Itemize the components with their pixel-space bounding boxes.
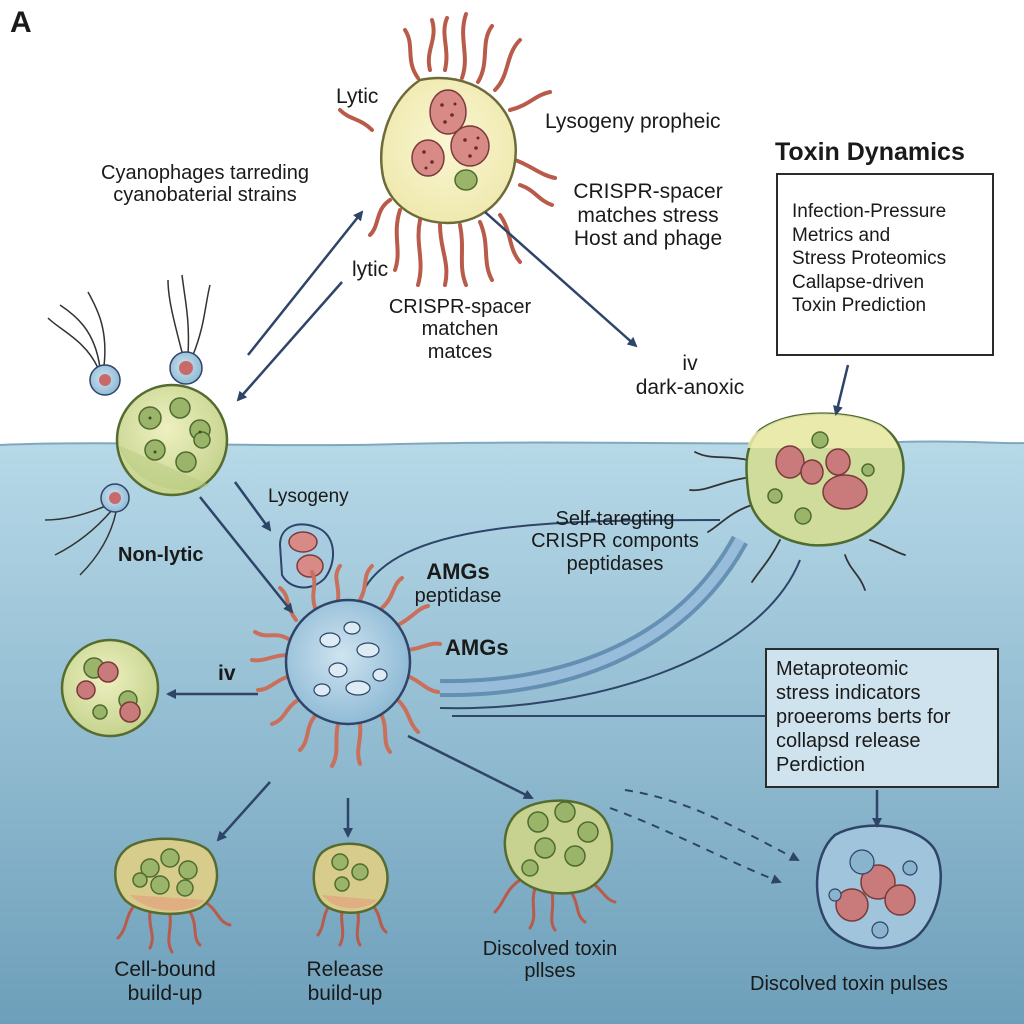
arrow-to-lytic — [247, 210, 364, 356]
toxin-dynamics-text: Infection-Pressure Metrics and Stress Pr… — [792, 201, 947, 317]
label-cell-bound: Cell-bound build-up — [114, 958, 216, 1005]
iv-cell — [60, 638, 160, 738]
self-targeting-curve — [359, 519, 721, 599]
arrow-to-central — [199, 496, 294, 614]
lytic-host-cell — [338, 12, 557, 287]
cyanophage-cluster — [44, 274, 229, 576]
label-cyanophages: Cyanophages tarreding cyanobaterial stra… — [101, 162, 309, 207]
label-crispr-matchen: CRISPR-spacer matchen matces — [388, 296, 532, 363]
dashed-arrow-lower — [609, 807, 782, 884]
toxin-dynamics-title: Toxin Dynamics — [775, 138, 965, 166]
label-lysogeny: Lysogeny — [268, 486, 349, 507]
panel-letter: A — [10, 6, 32, 39]
cell-bound-cell — [114, 837, 232, 954]
label-discolved-right: Discolved toxin pulses — [750, 973, 948, 995]
label-iv-dark-anoxic: iv dark-anoxic — [635, 352, 745, 399]
arrow-to-lysogeny — [233, 481, 272, 532]
arrow-to-cell-bound — [216, 781, 271, 842]
water-body — [0, 441, 1024, 1024]
dashed-arrow-upper — [624, 789, 800, 861]
label-lysogeny-prophage: Lysogeny propheic — [545, 110, 721, 133]
metaproteomic-text: Metaproteomic stress indicators proeerom… — [776, 658, 951, 776]
arrow-from-lytic — [236, 281, 343, 402]
label-non-lytic: Non-lytic — [118, 544, 204, 566]
discolved-mid-cell — [493, 799, 617, 932]
arrow-toxin-box-down — [833, 364, 850, 416]
lysogeny-cell — [278, 523, 335, 589]
central-phage-cell — [250, 564, 442, 768]
label-self-targeting: Self-taregting CRISPR componts peptidase… — [531, 508, 699, 575]
arrow-to-dark-anoxic — [484, 211, 638, 348]
label-crispr-host: CRISPR-spacer matches stress Host and ph… — [573, 180, 723, 251]
dark-anoxic-cell — [689, 412, 906, 591]
label-release: Release build-up — [306, 958, 384, 1005]
label-lytic-mid: lytic — [352, 258, 389, 281]
arrow-to-discolved-mid — [407, 734, 534, 800]
metaproteomic-box — [765, 648, 999, 788]
label-iv-left: iv — [218, 662, 236, 685]
release-cell — [312, 842, 389, 947]
conduit-outer-curve — [439, 559, 801, 710]
label-lytic-top: Lytic — [336, 85, 379, 108]
discolved-right-cell — [815, 824, 942, 950]
conduit-band-highlight — [439, 537, 745, 694]
label-discolved-mid: Discolved toxin pllses — [482, 938, 618, 983]
label-amgs-peptidase: AMGs peptidase — [414, 559, 502, 607]
label-amgs: AMGs — [445, 635, 509, 660]
toxin-dynamics-box — [776, 173, 994, 356]
